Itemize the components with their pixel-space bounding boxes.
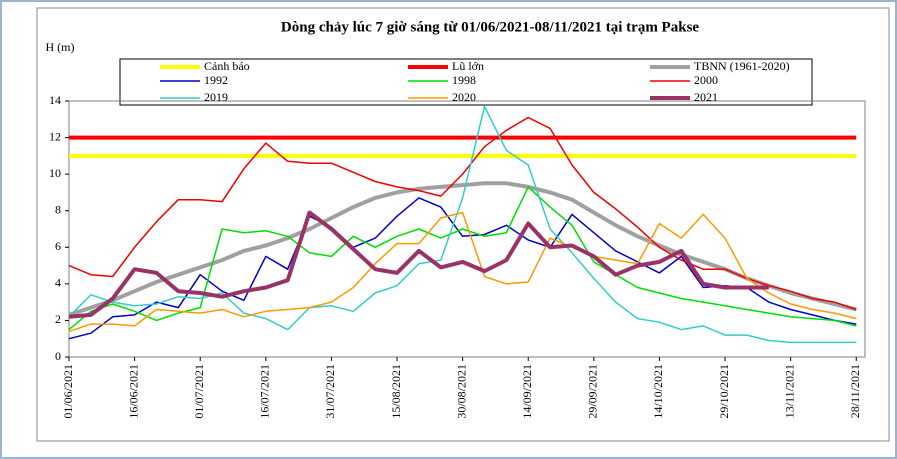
chart-area: [36, 7, 890, 442]
legend-label: 2021: [694, 90, 718, 104]
chart-title: Dòng chảy lúc 7 giờ sáng từ 01/06/2021-0…: [281, 19, 699, 35]
x-tick-label: 14/09/2021: [520, 364, 534, 419]
x-tick-label: 15/08/2021: [389, 364, 403, 419]
y-tick-label: 0: [55, 349, 61, 363]
legend-label: 1998: [452, 73, 476, 87]
legend-label: 2000: [694, 73, 718, 87]
legend-label: Lũ lớn: [452, 59, 484, 73]
y-tick-label: 4: [55, 276, 61, 290]
series-line: [68, 186, 857, 331]
legend-label: 1992: [204, 73, 228, 87]
x-tick-label: 28/11/2021: [848, 364, 862, 418]
series-line: [68, 105, 857, 344]
legend-label: Cảnh báo: [204, 59, 250, 73]
y-tick-label: 8: [55, 202, 61, 216]
plot-area: [68, 100, 866, 358]
legend-label: TBNN (1961-2020): [694, 59, 790, 73]
y-tick-label: 6: [55, 239, 61, 253]
x-tick-label: 29/09/2021: [586, 364, 600, 419]
series-line: [68, 116, 857, 311]
legend-label: 2020: [452, 90, 476, 104]
x-tick-label: 01/07/2021: [192, 364, 206, 419]
y-tick-label: 14: [49, 93, 61, 107]
x-tick-label: 13/11/2021: [782, 364, 796, 418]
legend-label: 2019: [204, 90, 228, 104]
x-tick-label: 14/10/2021: [651, 364, 665, 419]
y-axis-label: H (m): [46, 40, 75, 54]
series-line: [68, 211, 857, 333]
y-tick-label: 12: [49, 129, 61, 143]
y-tick-label: 2: [55, 312, 61, 326]
x-tick-label: 16/06/2021: [126, 364, 140, 419]
x-tick-label: 31/07/2021: [323, 364, 337, 419]
x-tick-label: 30/08/2021: [454, 364, 468, 419]
x-tick-label: 01/06/2021: [61, 364, 75, 419]
x-tick-label: 16/07/2021: [258, 364, 272, 419]
series-line: [68, 210, 769, 319]
x-tick-label: 29/10/2021: [717, 364, 731, 419]
y-tick-label: 10: [49, 166, 61, 180]
legend: [119, 58, 813, 106]
